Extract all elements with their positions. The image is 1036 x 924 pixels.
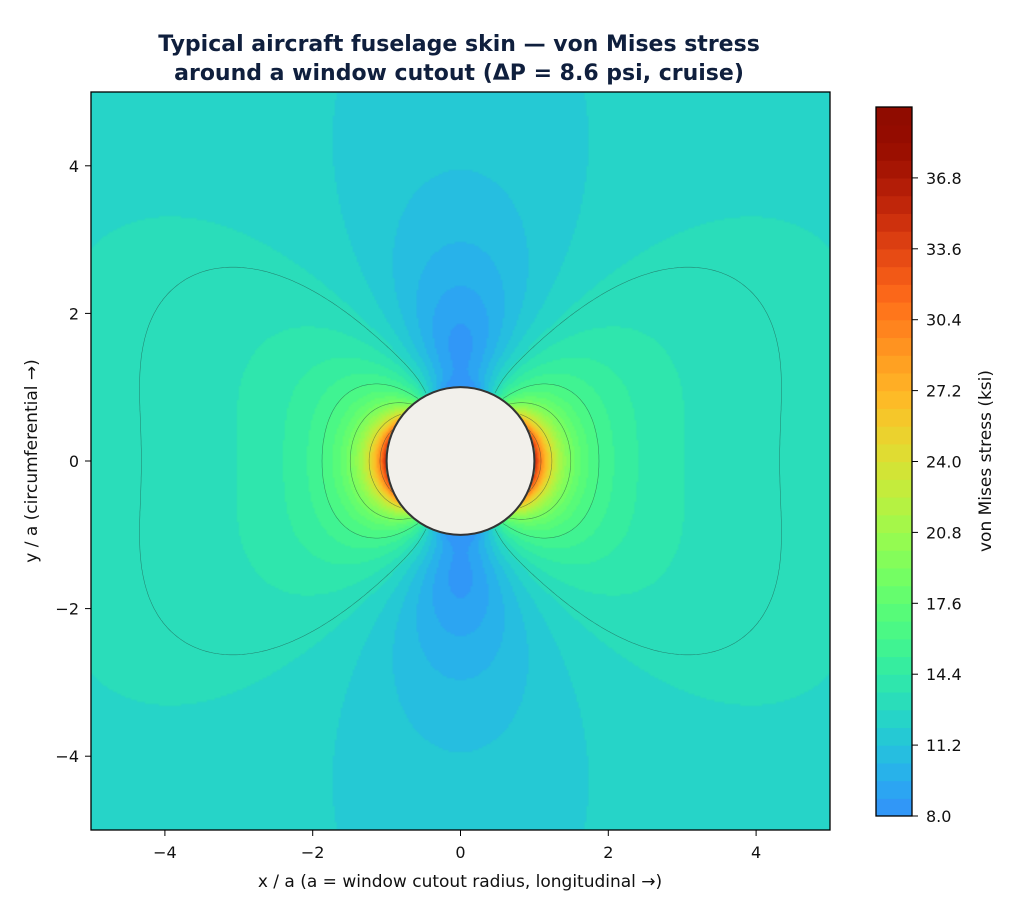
contour-lines	[139, 266, 782, 656]
colorbar-band	[876, 195, 912, 214]
colorbar-band	[876, 248, 912, 268]
y-tick-label: −2	[55, 600, 79, 619]
colorbar-band	[876, 585, 912, 604]
colorbar-band	[876, 780, 912, 799]
x-tick-label: 2	[603, 843, 613, 862]
colorbar-band	[876, 160, 912, 179]
colorbar-band	[876, 390, 912, 409]
colorbar-band	[876, 142, 912, 161]
colorbar-band	[876, 301, 912, 321]
colorbar-band	[876, 408, 912, 427]
y-tick-label: 4	[69, 157, 79, 176]
colorbar-ticks: 8.0 11.2 14.4 17.6 20.8 24.0 27.2 30.4 33.6 36.8	[912, 169, 962, 826]
colorbar-tick-label: 14.4	[926, 665, 962, 684]
colorbar-band	[876, 355, 912, 374]
colorbar-band	[876, 266, 912, 285]
x-tick-label: 4	[751, 843, 761, 862]
colorbar-band	[876, 727, 912, 746]
colorbar-band	[876, 319, 912, 339]
y-axis-ticks: −4 −2 0 2 4	[55, 157, 91, 766]
colorbar-band	[876, 372, 912, 392]
contour-line	[321, 383, 600, 539]
colorbar-tick-label: 11.2	[926, 736, 962, 755]
x-axis-ticks: −4 −2 0 2 4	[153, 830, 761, 862]
colorbar-tick-label: 20.8	[926, 523, 962, 542]
window-cutout	[385, 386, 536, 536]
colorbar-label: von Mises stress (ksi)	[976, 370, 996, 552]
colorbar-band	[876, 691, 912, 711]
colorbar-band	[876, 284, 912, 303]
colorbar-tick-label: 33.6	[926, 240, 962, 259]
colorbar-band	[876, 443, 912, 463]
colorbar-band	[876, 550, 912, 569]
colorbar-band	[876, 674, 912, 693]
colorbar-band	[876, 479, 912, 498]
colorbar: 8.011.214.417.620.824.027.230.433.636.8 …	[875, 106, 996, 826]
contour-line	[139, 266, 782, 656]
colorbar-band	[876, 107, 912, 126]
contour-line	[379, 429, 542, 493]
colorbar-tick-label: 30.4	[926, 311, 962, 330]
y-axis-label: y / a (circumferential →)	[22, 359, 42, 563]
colorbar-band	[876, 745, 912, 764]
colorbar-band	[876, 621, 912, 640]
y-tick-label: 0	[69, 452, 79, 471]
plot-area	[90, 91, 831, 831]
colorbar-band	[876, 213, 912, 232]
colorbar-band	[876, 461, 912, 480]
colorbar-tick-label: 8.0	[926, 807, 951, 826]
colorbar-band	[876, 177, 912, 197]
y-tick-label: 2	[69, 304, 79, 323]
colorbar-band	[876, 798, 912, 816]
colorbar-band	[876, 426, 912, 445]
colorbar-band	[876, 656, 912, 675]
colorbar-band	[876, 638, 912, 658]
x-tick-label: −4	[153, 843, 177, 862]
colorbar-band	[876, 603, 912, 622]
colorbar-band	[876, 762, 912, 782]
contour-line	[368, 414, 553, 508]
colorbar-tick-label: 24.0	[926, 453, 962, 472]
colorbar-band	[876, 514, 912, 533]
colorbar-tick-label: 17.6	[926, 594, 962, 613]
colorbar-tick-label: 36.8	[926, 169, 962, 188]
x-tick-label: 0	[455, 843, 465, 862]
colorbar-band	[876, 709, 912, 728]
x-axis-label: x / a (a = window cutout radius, longitu…	[258, 872, 662, 892]
colorbar-band	[876, 124, 912, 144]
chart-title-line-2: around a window cutout (ΔP = 8.6 psi, cr…	[174, 61, 744, 86]
x-tick-label: −2	[301, 843, 325, 862]
colorbar-band	[876, 567, 912, 587]
colorbar-band	[876, 532, 912, 551]
chart-title-line-1: Typical aircraft fuselage skin — von Mis…	[158, 32, 760, 57]
contour-line	[349, 402, 572, 520]
colorbar-bands	[876, 107, 912, 816]
colorbar-band	[876, 231, 912, 250]
colorbar-band	[876, 337, 912, 356]
colorbar-tick-label: 27.2	[926, 382, 962, 401]
colorbar-band	[876, 496, 912, 516]
y-tick-label: −4	[55, 747, 79, 766]
